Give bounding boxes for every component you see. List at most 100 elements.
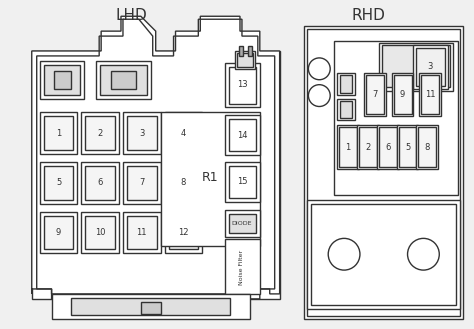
Bar bbox=[308, 29, 460, 316]
Circle shape bbox=[408, 239, 439, 270]
Bar bbox=[40, 212, 77, 253]
Text: 8: 8 bbox=[425, 143, 430, 152]
Bar bbox=[337, 125, 359, 169]
Bar bbox=[225, 63, 260, 108]
Bar bbox=[339, 127, 357, 167]
Text: 12: 12 bbox=[178, 228, 189, 237]
Text: LHD: LHD bbox=[115, 8, 147, 23]
Bar bbox=[229, 166, 256, 198]
Text: 1: 1 bbox=[346, 143, 351, 152]
Bar bbox=[379, 43, 453, 90]
Bar bbox=[337, 73, 355, 95]
Text: 7: 7 bbox=[139, 178, 145, 187]
Bar bbox=[44, 116, 73, 150]
Bar bbox=[169, 215, 198, 249]
Text: 9: 9 bbox=[56, 228, 61, 237]
Bar bbox=[123, 113, 161, 154]
Bar bbox=[379, 127, 397, 167]
Bar bbox=[392, 73, 413, 116]
Bar bbox=[304, 26, 463, 319]
Bar bbox=[123, 162, 161, 204]
Bar bbox=[44, 215, 73, 249]
Bar bbox=[421, 75, 439, 114]
Circle shape bbox=[309, 85, 330, 107]
Bar bbox=[225, 115, 260, 155]
Bar bbox=[334, 41, 458, 195]
Text: 6: 6 bbox=[98, 178, 103, 187]
Bar bbox=[40, 61, 84, 99]
Bar bbox=[364, 73, 386, 116]
Bar bbox=[377, 125, 399, 169]
Bar bbox=[85, 166, 115, 200]
Bar bbox=[239, 46, 243, 56]
Text: 3: 3 bbox=[139, 129, 145, 138]
Bar bbox=[417, 48, 445, 86]
Bar bbox=[237, 53, 253, 67]
Bar bbox=[397, 125, 419, 169]
Bar bbox=[141, 302, 161, 314]
Bar bbox=[337, 99, 355, 120]
Bar bbox=[32, 51, 280, 299]
Bar bbox=[229, 214, 256, 233]
Text: 10: 10 bbox=[95, 228, 105, 237]
Bar bbox=[40, 162, 77, 204]
Bar bbox=[100, 65, 147, 95]
Text: 14: 14 bbox=[237, 131, 247, 140]
Text: 11: 11 bbox=[137, 228, 147, 237]
Bar bbox=[419, 127, 436, 167]
Bar bbox=[340, 75, 352, 92]
Bar bbox=[417, 125, 438, 169]
Bar bbox=[308, 200, 460, 309]
Bar bbox=[169, 116, 198, 150]
Text: 5: 5 bbox=[405, 143, 410, 152]
Text: 6: 6 bbox=[385, 143, 391, 152]
Bar bbox=[96, 61, 151, 99]
Bar bbox=[164, 113, 202, 154]
Text: 11: 11 bbox=[425, 90, 436, 99]
Bar bbox=[225, 162, 260, 202]
Bar bbox=[52, 294, 250, 319]
Text: R1: R1 bbox=[202, 171, 219, 184]
Bar bbox=[164, 162, 202, 204]
Bar bbox=[169, 166, 198, 200]
Text: 3: 3 bbox=[428, 62, 433, 71]
Bar bbox=[161, 113, 260, 246]
Bar bbox=[394, 75, 411, 114]
Bar bbox=[111, 71, 136, 89]
Text: 7: 7 bbox=[372, 90, 377, 99]
Bar bbox=[72, 298, 230, 315]
Polygon shape bbox=[32, 16, 280, 299]
Bar bbox=[164, 212, 202, 253]
Bar bbox=[85, 116, 115, 150]
Text: 2: 2 bbox=[365, 143, 371, 152]
Bar bbox=[366, 75, 384, 114]
Bar bbox=[127, 166, 157, 200]
Bar bbox=[40, 113, 77, 154]
Bar bbox=[359, 127, 377, 167]
Bar bbox=[123, 212, 161, 253]
Bar bbox=[311, 204, 456, 305]
Bar bbox=[54, 71, 72, 89]
Bar bbox=[357, 125, 379, 169]
Text: DIODE: DIODE bbox=[232, 221, 252, 226]
Bar bbox=[229, 119, 256, 151]
Text: 8: 8 bbox=[181, 178, 186, 187]
Text: 1: 1 bbox=[56, 129, 61, 138]
Bar bbox=[82, 162, 119, 204]
Bar bbox=[399, 127, 417, 167]
Bar bbox=[82, 212, 119, 253]
Bar bbox=[382, 45, 450, 87]
Text: 15: 15 bbox=[237, 177, 247, 186]
Circle shape bbox=[328, 239, 360, 270]
Bar bbox=[248, 46, 252, 56]
Bar bbox=[225, 210, 260, 238]
Bar bbox=[44, 65, 80, 95]
Bar bbox=[235, 51, 255, 69]
Text: Noise Filter: Noise Filter bbox=[239, 250, 245, 285]
Bar bbox=[419, 73, 441, 116]
Bar bbox=[225, 240, 260, 294]
Circle shape bbox=[309, 58, 330, 80]
Bar bbox=[82, 113, 119, 154]
Text: 13: 13 bbox=[237, 80, 247, 89]
Bar bbox=[127, 116, 157, 150]
